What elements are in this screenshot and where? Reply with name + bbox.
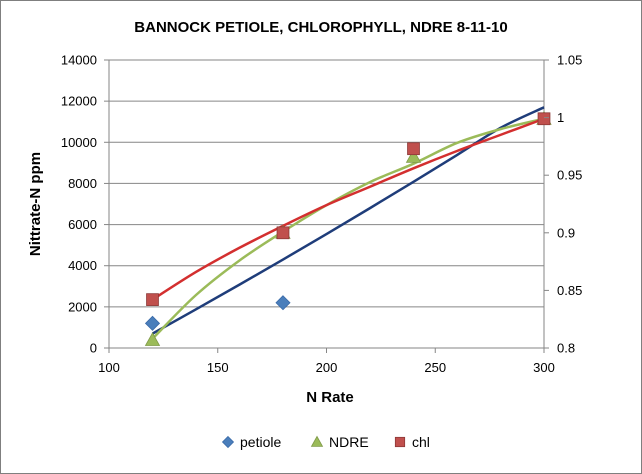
y2-tick-label: 0.9: [557, 225, 575, 240]
y-tick-label: 10000: [61, 135, 97, 150]
chl-point: [146, 293, 159, 306]
petiole-legend-label: petiole: [240, 434, 281, 450]
y2-tick-label: 1.05: [557, 53, 582, 68]
chl-point: [537, 112, 551, 126]
petiole-trendline: [151, 106, 545, 335]
y-tick-label: 12000: [61, 94, 97, 109]
x-tick-label: 250: [424, 360, 446, 375]
y-tick-label: 4000: [68, 258, 97, 273]
petiole-point: [144, 315, 161, 331]
chl-trendline: [151, 117, 545, 301]
y2-tick-label: 1: [557, 110, 564, 125]
y-tick-label: 14000: [61, 53, 97, 68]
y-tick-label: 0: [90, 341, 97, 356]
x-tick-label: 100: [98, 360, 120, 375]
trendlines: [151, 106, 545, 340]
petiole-legend-marker: [221, 435, 235, 449]
x-tick-label: 300: [533, 360, 555, 375]
NDRE-trendline: [151, 117, 545, 340]
y2-tick-label: 0.85: [557, 283, 582, 298]
y-tick-label: 8000: [68, 176, 97, 191]
y2-axis-ticks: 0.8 0.85 0.9 0.95 1 1.05: [544, 53, 582, 356]
chl-legend-label: chl: [412, 434, 430, 450]
chl-point: [407, 142, 420, 156]
NDRE-point: [144, 332, 161, 346]
x-tick-label: 150: [207, 360, 229, 375]
y2-tick-label: 0.8: [557, 341, 575, 356]
y-axis-ticks: 0 2000 4000 6000 8000 10000 12000 14000: [61, 53, 109, 356]
NDRE-legend-marker: [310, 435, 324, 447]
x-axis-ticks: 100 150 200 250 300: [98, 348, 555, 375]
data-markers: [144, 110, 552, 346]
y-axis-label: Nittrate-N ppm: [27, 152, 44, 256]
x-tick-label: 200: [316, 360, 338, 375]
legend: petiole NDRE chl: [221, 434, 430, 450]
y-tick-label: 6000: [68, 217, 97, 232]
chart-title: BANNOCK PETIOLE, CHLOROPHYLL, NDRE 8-11-…: [134, 19, 507, 36]
y-tick-label: 2000: [68, 299, 97, 314]
x-axis-label: N Rate: [306, 389, 354, 406]
chl-point: [276, 226, 290, 240]
chl-legend-marker: [394, 436, 406, 448]
petiole-point: [275, 295, 291, 311]
NDRE-point: [405, 148, 422, 163]
NDRE-legend-label: NDRE: [329, 434, 369, 450]
y2-tick-label: 0.95: [557, 168, 582, 183]
gridlines: [109, 59, 544, 349]
